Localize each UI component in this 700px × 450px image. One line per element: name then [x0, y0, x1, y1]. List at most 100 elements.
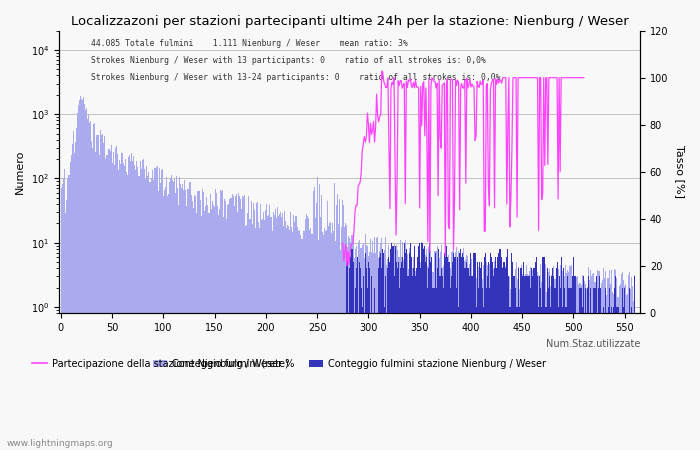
Bar [97, 135, 98, 450]
Bar [146, 166, 148, 450]
Bar [282, 213, 283, 450]
Bar [301, 239, 302, 450]
Bar [420, 262, 421, 450]
Bar [563, 268, 564, 450]
Bar [479, 262, 480, 450]
Bar [475, 278, 477, 450]
Bar [451, 276, 452, 450]
Bar [267, 216, 268, 450]
Bar [437, 268, 438, 450]
Bar [64, 169, 65, 450]
Partecipazione della stazione Nienburg / Weser % [631, 75, 639, 81]
Bar [402, 268, 404, 450]
Bar [176, 176, 177, 450]
Bar [302, 239, 303, 450]
Bar [463, 248, 464, 450]
Bar [625, 284, 626, 450]
Bar [159, 168, 160, 450]
Bar [215, 189, 216, 450]
Bar [448, 262, 449, 450]
Bar [78, 105, 79, 450]
Bar [451, 252, 452, 450]
Text: 44.085 Totale fulmini    1.111 Nienburg / Weser    mean ratio: 3%: 44.085 Totale fulmini 1.111 Nienburg / W… [91, 39, 407, 48]
Bar [353, 237, 354, 450]
Bar [543, 257, 544, 450]
Bar [556, 262, 558, 450]
Bar [211, 209, 212, 450]
Bar [347, 247, 349, 450]
Bar [255, 228, 256, 450]
Bar [440, 276, 441, 450]
Bar [455, 257, 456, 450]
Bar [62, 184, 64, 450]
Bar [131, 153, 132, 450]
Bar [157, 166, 158, 450]
Bar [88, 115, 89, 450]
Bar [484, 261, 485, 450]
Bar [214, 207, 215, 450]
Bar [384, 250, 385, 450]
Bar [468, 272, 470, 450]
Bar [545, 307, 546, 450]
Bar [450, 268, 451, 450]
Bar [489, 264, 490, 450]
Bar [538, 275, 539, 450]
Bar [341, 227, 342, 450]
Bar [220, 189, 221, 450]
Bar [224, 198, 225, 450]
Bar [532, 276, 533, 450]
Bar [117, 154, 118, 450]
Bar [294, 222, 295, 450]
Bar [413, 257, 414, 450]
Bar [458, 307, 459, 450]
Bar [113, 165, 115, 450]
Bar [260, 204, 261, 450]
Bar [405, 240, 406, 450]
Bar [431, 264, 433, 450]
Bar [433, 288, 435, 450]
Bar [137, 166, 138, 450]
Bar [409, 248, 410, 450]
Bar [74, 153, 75, 450]
Bar [494, 268, 495, 450]
Bar [206, 198, 207, 450]
Bar [517, 268, 519, 450]
Bar [144, 169, 146, 450]
Partecipazione della stazione Nienburg / Weser % [461, 77, 469, 83]
Bar [441, 268, 442, 450]
Bar [528, 275, 529, 450]
Bar [262, 219, 263, 450]
Bar [592, 274, 594, 450]
Bar [135, 170, 136, 450]
Bar [167, 196, 168, 450]
Bar [338, 224, 339, 450]
Bar [568, 288, 569, 450]
Bar [283, 225, 284, 450]
Bar [514, 288, 515, 450]
Bar [536, 291, 537, 450]
Bar [582, 275, 583, 450]
Bar [305, 220, 307, 450]
Bar [66, 200, 67, 450]
Bar [455, 252, 456, 450]
Bar [485, 260, 486, 450]
Bar [601, 283, 602, 450]
Bar [183, 189, 184, 450]
Bar [93, 124, 94, 450]
Bar [164, 190, 165, 450]
Bar [370, 238, 371, 450]
Bar [397, 268, 398, 450]
Bar [84, 104, 85, 450]
Bar [611, 307, 612, 450]
Bar [346, 257, 347, 450]
Bar [488, 279, 489, 450]
Bar [351, 249, 353, 450]
Bar [404, 256, 405, 450]
Bar [435, 288, 437, 450]
Bar [422, 243, 423, 450]
Bar [234, 196, 236, 450]
Bar [205, 206, 206, 450]
Y-axis label: Tasso [%]: Tasso [%] [675, 145, 685, 198]
Bar [416, 269, 417, 450]
Bar [523, 262, 524, 450]
